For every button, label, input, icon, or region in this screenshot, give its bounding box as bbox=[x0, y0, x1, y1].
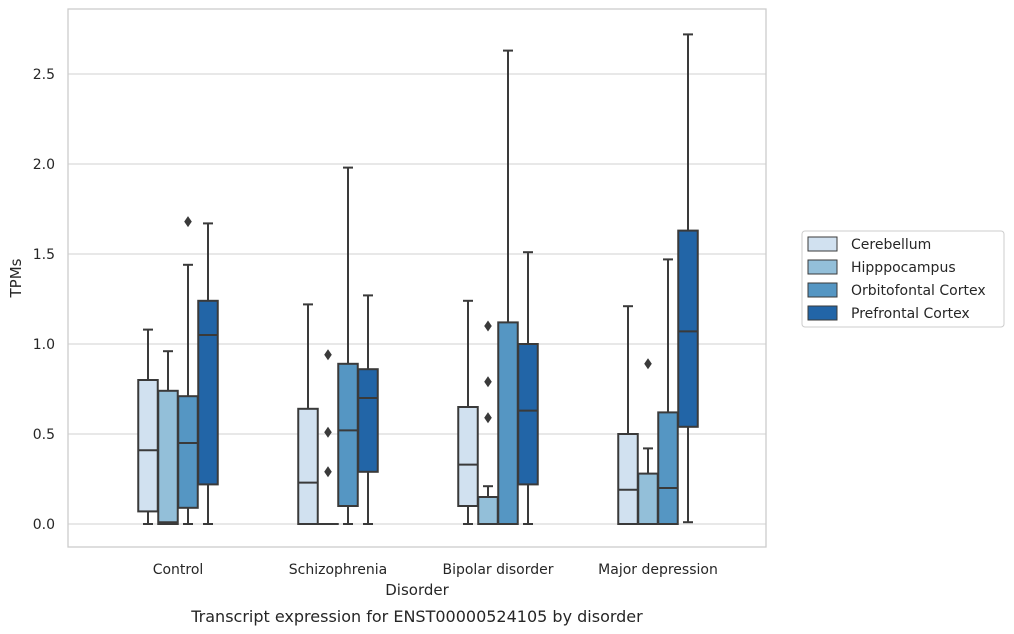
box-3-1 bbox=[357, 294, 379, 525]
box-2-2 bbox=[497, 49, 519, 525]
box-body bbox=[157, 389, 179, 525]
legend-swatch-1 bbox=[807, 259, 838, 275]
x-axis-label: Disorder bbox=[385, 581, 449, 599]
y-tick-label-0: 0.0 bbox=[33, 517, 55, 533]
legend-label-1: Hipppocampus bbox=[851, 260, 956, 276]
box-body bbox=[297, 407, 319, 525]
x-tick-labels: Control Schizophrenia Bipolar disorder Majo… bbox=[153, 562, 718, 578]
plot-frame bbox=[67, 8, 767, 548]
outlier-point-2 bbox=[484, 412, 492, 424]
x-tick-label-1: Schizophrenia bbox=[289, 562, 387, 578]
legend-label-2: Orbitofontal Cortex bbox=[851, 283, 986, 299]
legend-label-3: Prefrontal Cortex bbox=[851, 306, 970, 322]
box-body bbox=[177, 395, 199, 509]
box-3-3 bbox=[677, 33, 699, 524]
box-1-1 bbox=[317, 349, 339, 526]
box-body bbox=[497, 321, 519, 525]
outlier-point-1 bbox=[484, 376, 492, 388]
box-1-2 bbox=[477, 320, 499, 525]
box-body bbox=[197, 299, 219, 486]
outlier-point-0 bbox=[184, 216, 192, 228]
figure-caption: Transcript expression for ENST0000052410… bbox=[190, 607, 643, 626]
box-0-3 bbox=[617, 305, 639, 525]
x-tick-label-3: Major depression bbox=[598, 562, 718, 578]
legend-frame bbox=[801, 230, 1005, 328]
box-body bbox=[477, 496, 499, 525]
box-body bbox=[357, 368, 379, 473]
box-body bbox=[137, 379, 159, 513]
box-3-0 bbox=[197, 222, 219, 525]
box-2-0 bbox=[177, 216, 199, 525]
box-body bbox=[657, 411, 679, 525]
outlier-point-0 bbox=[484, 320, 492, 332]
y-tick-label-4: 2.0 bbox=[33, 157, 55, 173]
legend: Cerebellum Hipppocampus Orbitofontal Corte… bbox=[801, 230, 1005, 328]
legend-swatch-3 bbox=[807, 305, 838, 321]
box-2-3 bbox=[657, 258, 679, 525]
legend-swatch-0 bbox=[807, 236, 838, 252]
box-body bbox=[337, 362, 359, 507]
legend-label-0: Cerebellum bbox=[851, 237, 931, 253]
legend-swatch-2 bbox=[807, 282, 838, 298]
box-body bbox=[637, 472, 659, 526]
box-0-1 bbox=[297, 303, 319, 525]
outlier-point-0 bbox=[644, 358, 652, 370]
y-tick-label-3: 1.5 bbox=[33, 247, 55, 263]
outlier-point-1 bbox=[324, 426, 332, 438]
box-1-0 bbox=[157, 350, 179, 525]
box-0-0 bbox=[137, 328, 159, 525]
x-tick-label-2: Bipolar disorder bbox=[442, 562, 553, 578]
y-tick-labels: 0.0 0.5 1.0 1.5 2.0 2.5 bbox=[33, 67, 55, 533]
y-axis-label: TPMs bbox=[7, 258, 25, 298]
boxes bbox=[137, 33, 699, 526]
x-tick-label-0: Control bbox=[153, 562, 204, 578]
box-body bbox=[457, 406, 479, 507]
outlier-point-2 bbox=[324, 466, 332, 478]
box-body bbox=[517, 343, 539, 486]
box-body bbox=[677, 229, 699, 428]
box-1-3 bbox=[637, 358, 659, 526]
box-0-2 bbox=[457, 299, 479, 525]
y-tick-label-5: 2.5 bbox=[33, 67, 55, 83]
box-3-2 bbox=[517, 251, 539, 525]
box-2-1 bbox=[337, 166, 359, 525]
y-tick-label-2: 1.0 bbox=[33, 337, 55, 353]
y-tick-label-1: 0.5 bbox=[33, 427, 55, 443]
outlier-point-0 bbox=[324, 349, 332, 361]
box-body bbox=[617, 433, 639, 525]
